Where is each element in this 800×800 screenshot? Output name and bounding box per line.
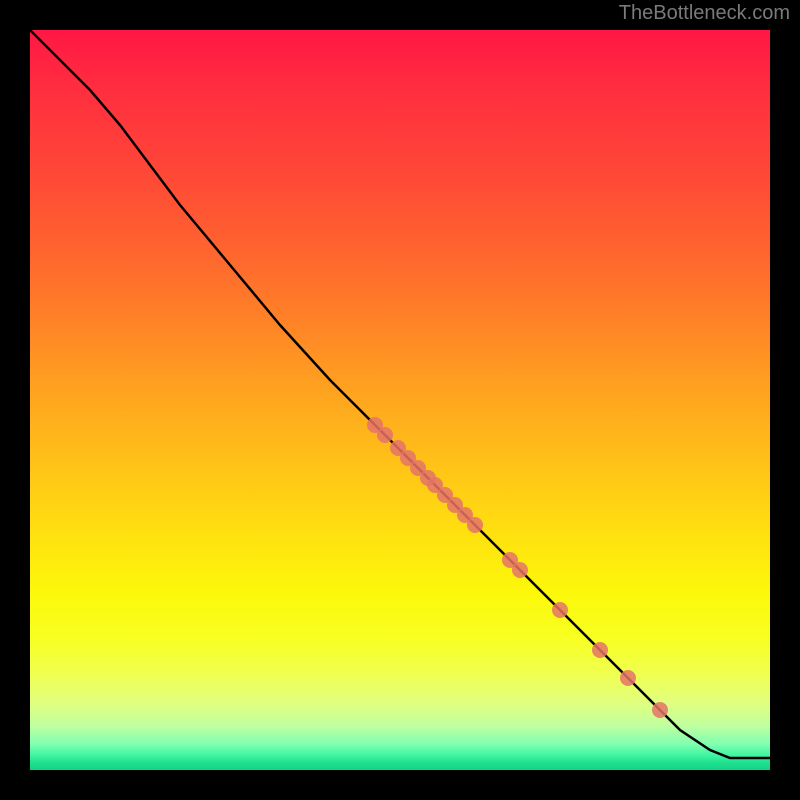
data-marker: [377, 427, 393, 443]
data-markers: [30, 30, 770, 770]
data-marker: [620, 670, 636, 686]
watermark-text: TheBottleneck.com: [619, 2, 790, 25]
data-marker: [467, 517, 483, 533]
plot-area: [30, 30, 770, 770]
data-marker: [512, 562, 528, 578]
data-marker: [552, 602, 568, 618]
data-marker: [652, 702, 668, 718]
data-marker: [592, 642, 608, 658]
